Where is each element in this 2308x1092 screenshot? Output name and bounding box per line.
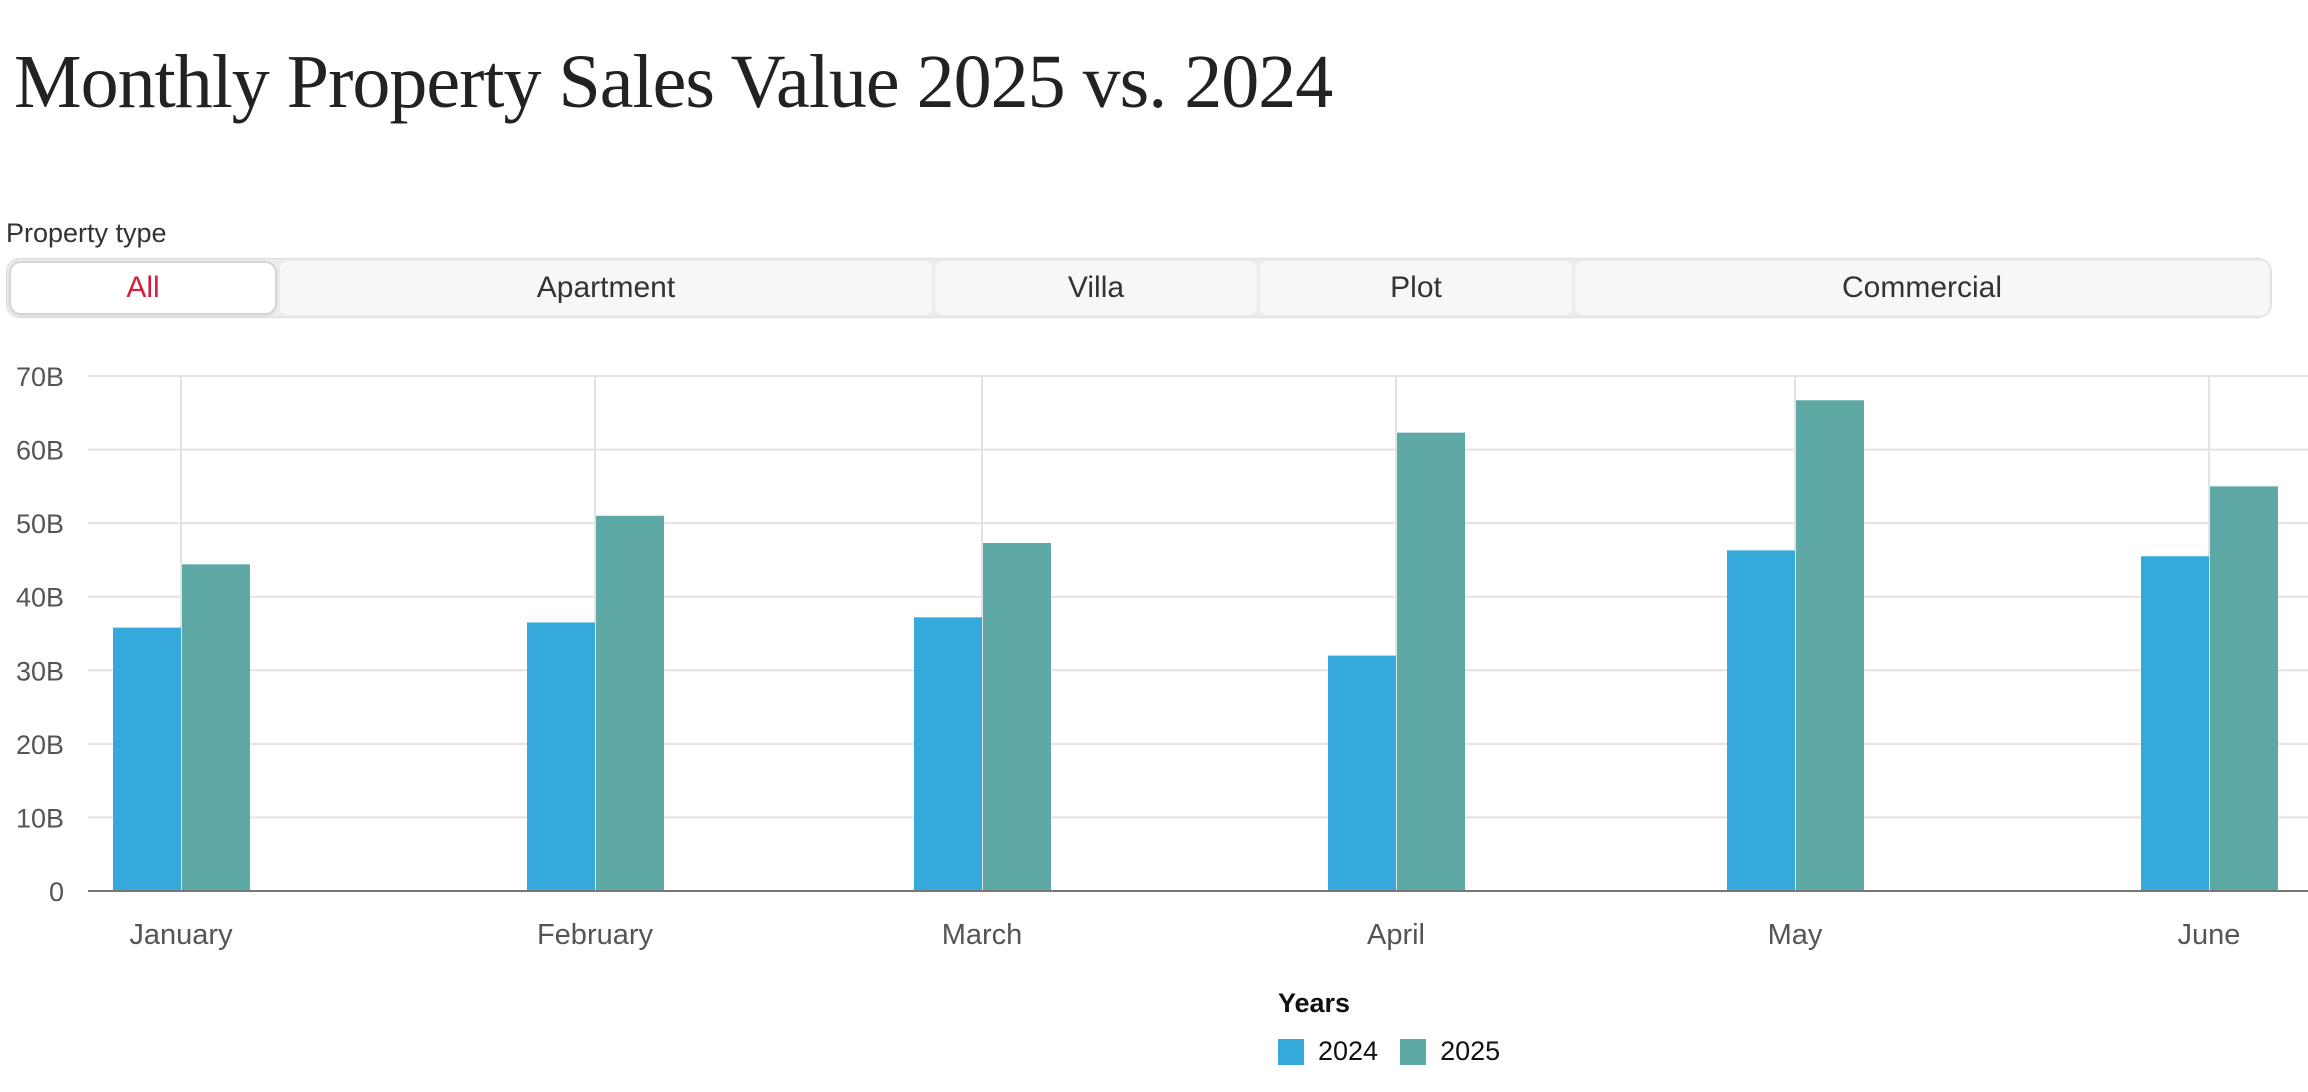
bar-2025-may[interactable] <box>1796 400 1864 891</box>
x-tick-label: May <box>1768 919 1823 951</box>
x-tick-label: February <box>537 919 654 951</box>
y-tick-label: 60B <box>16 436 64 466</box>
x-tick-label: January <box>129 919 233 951</box>
bar-2025-april[interactable] <box>1397 432 1465 891</box>
filter-commercial-button[interactable]: Commercial <box>1575 261 2269 315</box>
bar-2024-january[interactable] <box>113 627 181 891</box>
x-tick-label: March <box>942 919 1023 951</box>
bar-2024-may[interactable] <box>1727 550 1795 891</box>
y-tick-label: 40B <box>16 583 64 613</box>
bar-2025-february[interactable] <box>596 515 664 891</box>
legend-label-2024: 2024 <box>1318 1036 1379 1066</box>
legend-swatch-2025 <box>1400 1038 1427 1065</box>
legend-item-2025[interactable]: 2025 <box>1400 1036 1500 1067</box>
legend-swatch-2024 <box>1278 1038 1304 1065</box>
filter-villa-button[interactable]: Villa <box>935 261 1257 315</box>
y-tick-label: 50B <box>16 509 64 539</box>
bar-chart: 0 10B 20B 30B 40B 50B 60B 70B January February Mar… <box>16 362 2308 951</box>
filter-apartment-button[interactable]: Apartment <box>280 261 932 315</box>
property-type-filter: All Apartment Villa Plot Commercial <box>6 258 2272 318</box>
bar-2024-february[interactable] <box>527 622 595 891</box>
bar-2025-march[interactable] <box>983 543 1051 891</box>
legend-item-2024[interactable]: 2024 <box>1278 1036 1378 1067</box>
y-tick-label: 30B <box>16 656 64 686</box>
y-tick-label: 0 <box>49 877 64 907</box>
bar-2025-january[interactable] <box>182 564 250 891</box>
filter-plot-button[interactable]: Plot <box>1260 261 1572 315</box>
y-tick-label: 70B <box>16 362 64 392</box>
page-title: Monthly Property Sales Value 2025 vs. 20… <box>14 40 1333 124</box>
chart-legend: Years 2024 2025 <box>1278 986 1500 1067</box>
filter-all-button[interactable]: All <box>9 261 277 315</box>
bar-2024-june[interactable] <box>2141 556 2209 891</box>
bar-2024-april[interactable] <box>1328 655 1396 891</box>
legend-label-2025: 2025 <box>1440 1036 1501 1066</box>
bar-2025-june[interactable] <box>2210 486 2278 891</box>
legend-title: Years <box>1278 988 1351 1018</box>
bar-2024-march[interactable] <box>914 617 982 891</box>
x-tick-label: June <box>2178 919 2241 951</box>
property-type-label: Property type <box>6 218 167 248</box>
y-tick-label: 10B <box>16 803 64 833</box>
x-tick-label: April <box>1367 919 1425 951</box>
y-tick-label: 20B <box>16 730 64 760</box>
